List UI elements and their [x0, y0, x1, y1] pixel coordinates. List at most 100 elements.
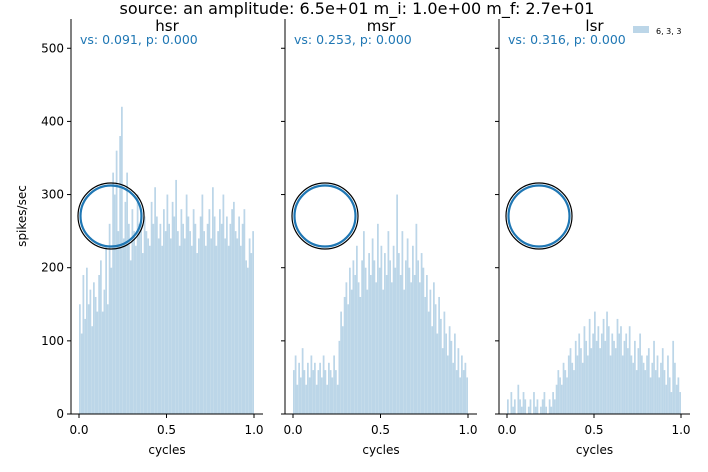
- msr-bar: [373, 260, 376, 414]
- hsr-bar: [149, 245, 151, 414]
- lsr-bar: [602, 318, 605, 414]
- hsr-bar: [100, 260, 102, 414]
- lsr-bar: [550, 406, 553, 414]
- hsr-phase-circle-outer: [77, 182, 145, 250]
- msr-bar: [462, 370, 465, 414]
- lsr-bar: [569, 348, 572, 414]
- lsr-bar: [667, 355, 669, 414]
- lsr-bar: [562, 362, 565, 414]
- lsr-bar: [581, 362, 584, 414]
- msr-bar: [347, 304, 349, 414]
- hsr-bar: [108, 223, 111, 414]
- hsr-bar: [219, 209, 221, 414]
- msr-bar: [307, 362, 309, 414]
- hsr-bar: [220, 223, 223, 414]
- lsr-bar: [513, 399, 516, 414]
- msr-bar: [314, 362, 316, 414]
- msr-bar: [410, 282, 412, 414]
- lsr-bar: [574, 340, 577, 414]
- msr-bar: [450, 340, 453, 414]
- hsr-bar: [119, 136, 121, 414]
- msr-bar: [445, 333, 447, 414]
- msr-bar: [412, 245, 414, 414]
- msr-panel-title: msr: [367, 17, 396, 35]
- figure-title: source: an amplitude: 6.5e+01 m_i: 1.0e+…: [120, 0, 595, 19]
- msr-bar: [300, 377, 302, 414]
- msr-bar: [455, 370, 458, 414]
- lsr-bar: [677, 377, 680, 414]
- hsr-bar: [250, 253, 253, 414]
- hsr-y-tick-label: 0: [56, 407, 64, 421]
- hsr-bar: [173, 216, 176, 414]
- lsr-bar: [576, 355, 579, 414]
- msr-bar: [394, 267, 397, 414]
- hsr-bar: [236, 238, 239, 414]
- msr-phase-circle-inner: [293, 184, 357, 248]
- lsr-bar: [607, 326, 610, 414]
- lsr-bar: [660, 362, 662, 414]
- lsr-bar: [616, 318, 619, 414]
- hsr-vs-annotation: vs: 0.091, p: 0.000: [80, 32, 198, 47]
- lsr-bar: [592, 333, 594, 414]
- msr-bar: [459, 377, 461, 414]
- lsr-bar: [639, 333, 641, 414]
- msr-bar: [293, 370, 295, 414]
- hsr-bar: [171, 201, 174, 414]
- lsr-bar: [588, 318, 591, 414]
- lsr-bar: [625, 333, 628, 414]
- msr-bar: [322, 355, 325, 414]
- hsr-bar: [122, 238, 125, 414]
- hsr-bar: [205, 245, 207, 414]
- lsr-bar: [600, 333, 603, 414]
- hsr-bar: [231, 209, 233, 414]
- lsr-bar: [632, 362, 635, 414]
- msr-bar: [364, 267, 367, 414]
- msr-bar: [345, 282, 348, 414]
- hsr-bar: [175, 179, 177, 414]
- lsr-bar: [583, 326, 586, 414]
- msr-bar: [338, 340, 341, 414]
- msr-bar: [441, 348, 444, 414]
- lsr-bar: [520, 406, 523, 414]
- msr-bar: [305, 384, 307, 414]
- hsr-bar: [210, 238, 212, 414]
- hsr-bar: [89, 289, 92, 414]
- msr-bar: [352, 260, 355, 414]
- hsr-bar: [217, 231, 219, 414]
- msr-bar: [436, 333, 439, 414]
- lsr-x-tick-label: 0.0: [497, 423, 516, 437]
- lsr-x-axis-label: cycles: [576, 443, 613, 457]
- lsr-bar: [510, 392, 513, 414]
- hsr-bar: [84, 318, 86, 414]
- msr-bar: [319, 362, 321, 414]
- hsr-bar: [143, 216, 146, 414]
- hsr-bar: [192, 209, 195, 414]
- hsr-bar: [129, 260, 132, 414]
- hsr-bar: [142, 253, 144, 414]
- msr-bar: [357, 282, 360, 414]
- lsr-bar: [642, 362, 645, 414]
- msr-bar: [350, 289, 353, 414]
- hsr-phase-circle-inner: [79, 184, 143, 248]
- hsr-bar: [135, 245, 137, 414]
- msr-bar: [308, 377, 311, 414]
- hsr-bar: [124, 201, 127, 414]
- msr-bar: [335, 370, 337, 414]
- lsr-bar: [674, 362, 676, 414]
- hsr-bar: [177, 231, 179, 414]
- lsr-bar: [679, 392, 681, 414]
- hsr-bar: [229, 223, 232, 414]
- lsr-bar: [587, 355, 589, 414]
- msr-bar: [426, 275, 428, 414]
- hsr-bar: [241, 223, 244, 414]
- msr-bar: [466, 377, 468, 414]
- msr-bar: [417, 260, 419, 414]
- hsr-bar: [140, 209, 142, 414]
- lsr-bar: [541, 399, 544, 414]
- lsr-bar: [604, 340, 607, 414]
- msr-bar: [415, 223, 418, 414]
- hsr-bar: [224, 238, 226, 414]
- msr-bar: [424, 296, 426, 414]
- lsr-bar: [571, 362, 574, 414]
